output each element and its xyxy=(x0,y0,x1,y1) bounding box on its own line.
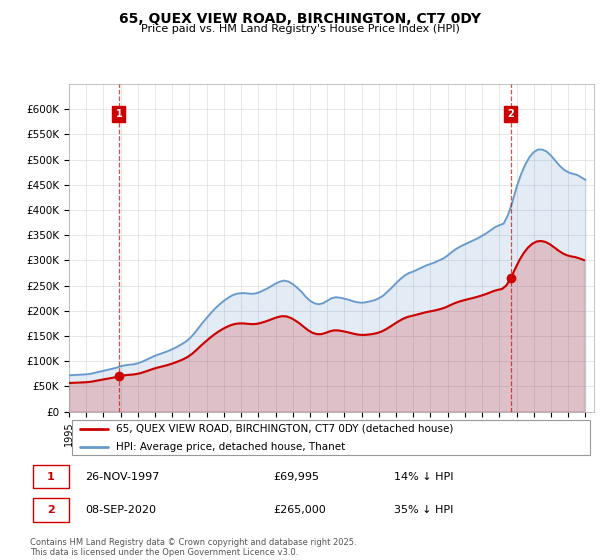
Text: 2: 2 xyxy=(47,505,55,515)
Text: Contains HM Land Registry data © Crown copyright and database right 2025.
This d: Contains HM Land Registry data © Crown c… xyxy=(30,538,356,557)
Text: 26-NOV-1997: 26-NOV-1997 xyxy=(85,472,160,482)
Text: 14% ↓ HPI: 14% ↓ HPI xyxy=(394,472,454,482)
FancyBboxPatch shape xyxy=(71,420,590,455)
Text: 1: 1 xyxy=(47,472,55,482)
Text: Price paid vs. HM Land Registry's House Price Index (HPI): Price paid vs. HM Land Registry's House … xyxy=(140,24,460,34)
Text: 1: 1 xyxy=(116,109,122,119)
Text: HPI: Average price, detached house, Thanet: HPI: Average price, detached house, Than… xyxy=(116,442,346,452)
Text: £69,995: £69,995 xyxy=(273,472,319,482)
Text: 65, QUEX VIEW ROAD, BIRCHINGTON, CT7 0DY (detached house): 65, QUEX VIEW ROAD, BIRCHINGTON, CT7 0DY… xyxy=(116,424,454,434)
FancyBboxPatch shape xyxy=(33,498,68,522)
Text: £265,000: £265,000 xyxy=(273,505,326,515)
Text: 2: 2 xyxy=(508,109,514,119)
Text: 08-SEP-2020: 08-SEP-2020 xyxy=(85,505,156,515)
Text: 65, QUEX VIEW ROAD, BIRCHINGTON, CT7 0DY: 65, QUEX VIEW ROAD, BIRCHINGTON, CT7 0DY xyxy=(119,12,481,26)
FancyBboxPatch shape xyxy=(33,465,68,488)
Text: 35% ↓ HPI: 35% ↓ HPI xyxy=(394,505,454,515)
